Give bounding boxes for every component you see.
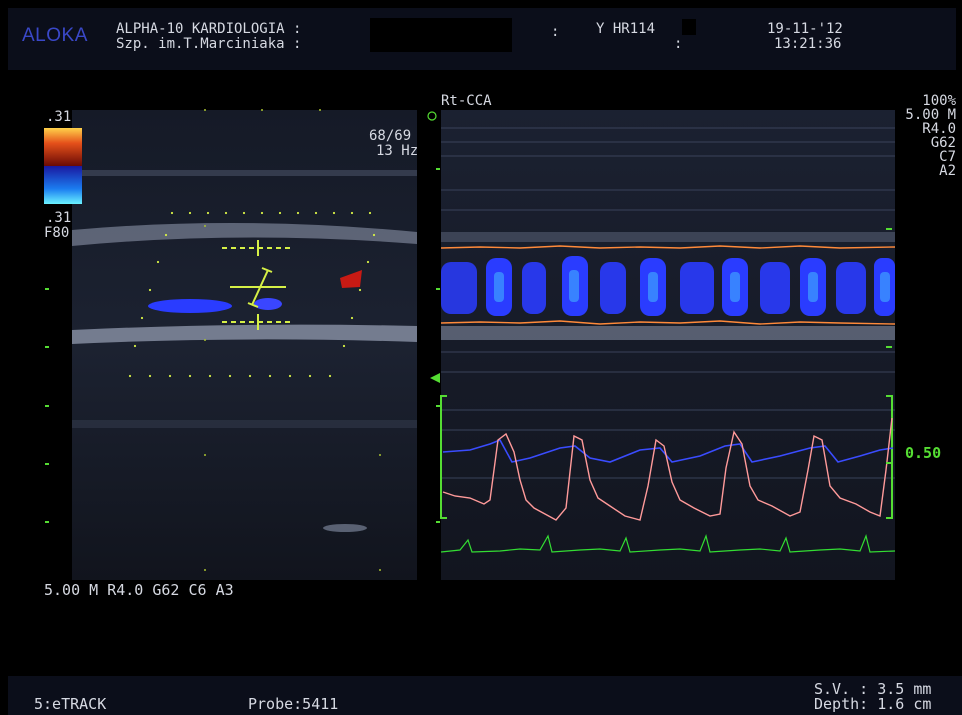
mmode-g: G62: [930, 135, 956, 151]
exam-time: 13:21:36: [774, 36, 842, 52]
hospital-line: Szp. im.T.Marciniaka :: [116, 36, 302, 52]
mmode-vessel-label: Rt-CCA: [441, 93, 492, 109]
header-colon-1: :: [551, 24, 560, 40]
color-scale-bottom: .31: [46, 210, 72, 226]
footer-probe: Probe:5411: [248, 695, 339, 713]
system-line: ALPHA-10 KARDIOLOGIA :: [116, 21, 302, 37]
footer-mode: 5:eTRACK: [34, 695, 107, 713]
bmode-params: 5.00 M R4.0 G62 C6 A3: [44, 581, 234, 599]
mmode-freq: 5.00 M: [905, 107, 956, 123]
mmode-c: C7: [939, 149, 956, 165]
frame-frequency: 13 Hz: [376, 143, 419, 159]
brand-logo: ALOKA: [22, 25, 88, 46]
heart-rate-label: Y HR114: [596, 21, 656, 37]
color-scale-top: .31: [46, 109, 72, 125]
footer-sample-volume: S.V. : 3.5 mm: [814, 680, 932, 698]
mmode-settings: 100% 5.00 M R4.0 G62 C7 A2: [905, 94, 956, 178]
redacted-id-block: [682, 19, 696, 35]
mmode-r: R4.0: [922, 121, 956, 137]
footer-depth: Depth: 1.6 cm: [814, 695, 932, 713]
redacted-patient-block: [370, 18, 512, 52]
filter-label: F80: [44, 225, 70, 241]
mmode-a: A2: [939, 163, 956, 179]
exam-date: 19-11-'12: [767, 21, 843, 37]
header-colon-2: :: [674, 36, 683, 52]
frame-rate: 68/69: [369, 128, 412, 144]
mmode-power: 100%: [922, 93, 956, 109]
mmode-marker-value: 0.50: [905, 444, 942, 462]
footer-bar: [8, 676, 962, 715]
header-bar: ALOKA ALPHA-10 KARDIOLOGIA : Szp. im.T.M…: [8, 8, 956, 70]
